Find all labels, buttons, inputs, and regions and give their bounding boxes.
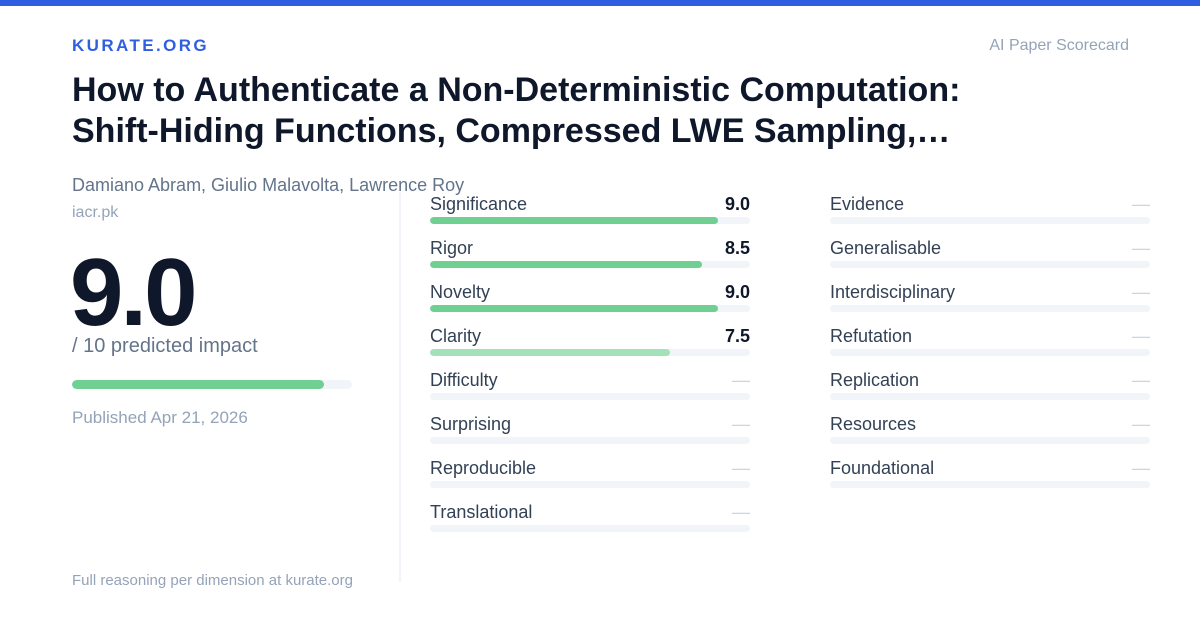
overall-score-bar bbox=[72, 380, 352, 389]
dimension-row: Novelty 9.0 bbox=[430, 280, 750, 324]
dimension-bar bbox=[430, 305, 750, 312]
dimension-row: Surprising — bbox=[430, 412, 750, 456]
dimension-bar bbox=[430, 437, 750, 444]
dimension-bar-fill bbox=[430, 349, 670, 356]
dimension-label: Evidence bbox=[830, 194, 905, 214]
dimension-row: Generalisable — bbox=[830, 236, 1150, 280]
dimension-bar-fill bbox=[430, 261, 702, 268]
dimension-label: Generalisable bbox=[830, 238, 942, 258]
dimension-value: — bbox=[732, 502, 750, 522]
dimension-row: Clarity 7.5 bbox=[430, 324, 750, 368]
dimension-value: — bbox=[732, 414, 750, 434]
dimension-value: 9.0 bbox=[724, 194, 750, 214]
dimension-value: — bbox=[732, 458, 750, 478]
dimension-list-left: Significance 9.0 Rigor 8.5 Novelty 9.0 Clarity… bbox=[430, 192, 750, 544]
dimension-label: Interdisciplinary bbox=[830, 282, 956, 302]
dimension-bar bbox=[430, 393, 750, 400]
column-divider bbox=[399, 192, 401, 582]
dimension-value: — bbox=[1132, 238, 1150, 258]
dimension-bar bbox=[830, 305, 1150, 312]
tagline: AI Paper Scorecard bbox=[989, 37, 1129, 54]
dimension-value: 7.5 bbox=[724, 326, 750, 346]
dimension-label: Significance bbox=[430, 194, 528, 214]
dimension-bar-fill bbox=[430, 305, 718, 312]
dimension-label: Clarity bbox=[430, 326, 482, 346]
paper-title-line-1: How to Authenticate a Non-Deterministic … bbox=[72, 71, 961, 109]
dimension-value: 8.5 bbox=[724, 238, 750, 258]
dimension-bar bbox=[830, 393, 1150, 400]
dimension-value: — bbox=[732, 370, 750, 390]
dimension-label: Replication bbox=[830, 370, 920, 390]
dimension-label: Surprising bbox=[430, 414, 512, 434]
dimension-bar bbox=[430, 481, 750, 488]
dimension-value: 9.0 bbox=[724, 282, 750, 302]
dimension-row: Rigor 8.5 bbox=[430, 236, 750, 280]
dimension-row: Reproducible — bbox=[430, 456, 750, 500]
dimension-bar bbox=[430, 525, 750, 532]
dimension-label: Novelty bbox=[430, 282, 491, 302]
paper-title: How to Authenticate a Non-Deterministic … bbox=[72, 70, 1132, 152]
overall-score: 9.0 bbox=[70, 239, 197, 346]
dimension-label: Difficulty bbox=[430, 370, 498, 390]
dimension-label: Reproducible bbox=[430, 458, 537, 478]
dimension-bar bbox=[430, 217, 750, 224]
dimension-value: — bbox=[1132, 282, 1150, 302]
dimension-bar bbox=[430, 261, 750, 268]
dimension-bar bbox=[830, 261, 1150, 268]
dimension-label: Refutation bbox=[830, 326, 913, 346]
paper-authors: Damiano Abram, Giulio Malavolta, Lawrenc… bbox=[72, 175, 465, 195]
dimension-label: Resources bbox=[830, 414, 917, 434]
brand-logo[interactable]: KURATE.ORG bbox=[72, 36, 210, 55]
dimension-list-right: Evidence — Generalisable — Interdisciplinary… bbox=[830, 192, 1150, 500]
dimension-value: — bbox=[1132, 458, 1150, 478]
dimension-value: — bbox=[1132, 326, 1150, 346]
dimension-row: Significance 9.0 bbox=[430, 192, 750, 236]
dimension-bar bbox=[830, 481, 1150, 488]
dimension-bar bbox=[830, 437, 1150, 444]
accent-top-bar bbox=[0, 0, 1200, 6]
dimension-row: Refutation — bbox=[830, 324, 1150, 368]
dimension-row: Evidence — bbox=[830, 192, 1150, 236]
dimension-row: Difficulty — bbox=[430, 368, 750, 412]
dimension-bar-fill bbox=[430, 217, 718, 224]
dimension-label: Translational bbox=[430, 502, 533, 522]
footer-note[interactable]: Full reasoning per dimension at kurate.o… bbox=[72, 572, 353, 589]
dimension-row: Replication — bbox=[830, 368, 1150, 412]
dimension-row: Translational — bbox=[430, 500, 750, 544]
dimension-value: — bbox=[1132, 194, 1150, 214]
paper-source[interactable]: iacr.pk bbox=[72, 204, 119, 221]
dimension-label: Rigor bbox=[430, 238, 474, 258]
dimension-label: Foundational bbox=[830, 458, 935, 478]
overall-score-caption: / 10 predicted impact bbox=[72, 335, 258, 357]
dimension-row: Interdisciplinary — bbox=[830, 280, 1150, 324]
published-date: Published Apr 21, 2026 bbox=[72, 408, 248, 427]
dimension-bar bbox=[430, 349, 750, 356]
dimension-row: Resources — bbox=[830, 412, 1150, 456]
dimension-bar bbox=[830, 217, 1150, 224]
dimension-bar bbox=[830, 349, 1150, 356]
paper-title-line-2: Shift-Hiding Functions, Compressed LWE S… bbox=[72, 112, 951, 150]
overall-score-bar-fill bbox=[72, 380, 324, 389]
dimension-value: — bbox=[1132, 414, 1150, 434]
dimension-value: — bbox=[1132, 370, 1150, 390]
dimension-row: Foundational — bbox=[830, 456, 1150, 500]
